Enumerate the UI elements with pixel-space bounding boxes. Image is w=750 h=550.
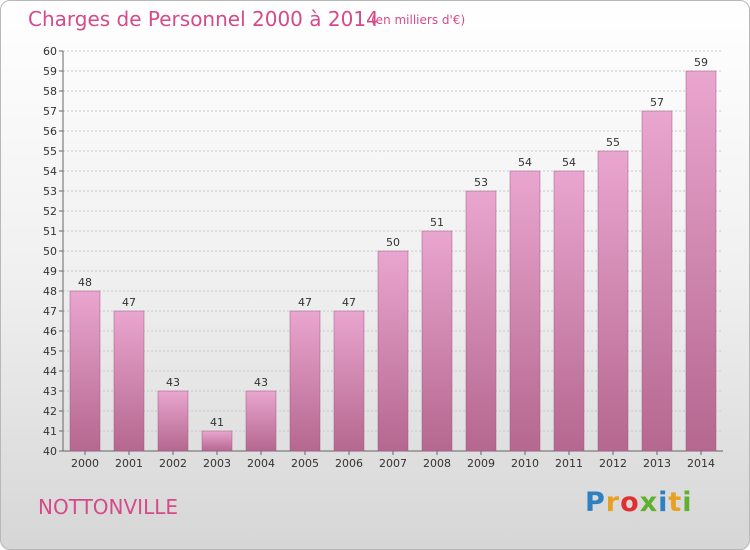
- proxiti-logo: Proxiti: [585, 487, 693, 518]
- y-tick-label: 46: [43, 325, 57, 338]
- y-tick-label: 47: [43, 305, 57, 318]
- x-tick-label: 2002: [159, 457, 187, 470]
- bar-2003: [201, 430, 233, 452]
- chart-title: Charges de Personnel 2000 à 2014: [28, 7, 379, 31]
- y-tick-label: 41: [43, 425, 57, 438]
- logo-letter: t: [668, 487, 683, 518]
- data-label: 53: [474, 176, 488, 189]
- data-label: 48: [78, 276, 92, 289]
- data-label: 55: [606, 136, 620, 149]
- x-tick-label: 2012: [599, 457, 627, 470]
- x-tick-label: 2007: [379, 457, 407, 470]
- data-label: 41: [210, 416, 224, 429]
- logo-letter: i: [658, 487, 669, 518]
- data-label: 47: [122, 296, 136, 309]
- bar-2011: [553, 170, 585, 452]
- x-tick-label: 2009: [467, 457, 495, 470]
- data-label: 43: [254, 376, 268, 389]
- y-tick-label: 45: [43, 345, 57, 358]
- y-tick-label: 40: [43, 445, 57, 458]
- y-tick-label: 42: [43, 405, 57, 418]
- logo-letter: i: [682, 487, 693, 518]
- y-tick-label: 49: [43, 265, 57, 278]
- commune-name: NOTTONVILLE: [38, 495, 178, 519]
- bar-2002: [157, 390, 189, 452]
- y-tick-label: 53: [43, 185, 57, 198]
- x-tick-label: 2005: [291, 457, 319, 470]
- bar-2012: [597, 150, 629, 452]
- data-label: 43: [166, 376, 180, 389]
- bar-2001: [113, 310, 145, 452]
- x-tick-label: 2010: [511, 457, 539, 470]
- y-tick-label: 55: [43, 145, 57, 158]
- y-tick-label: 52: [43, 205, 57, 218]
- bar-2010: [509, 170, 541, 452]
- data-label: 51: [430, 216, 444, 229]
- y-tick-label: 60: [43, 45, 57, 58]
- bar-2007: [377, 250, 409, 452]
- bar-2013: [641, 110, 673, 452]
- data-label: 54: [518, 156, 532, 169]
- data-label: 50: [386, 236, 400, 249]
- y-tick-labels: 40 41 42 43 44 45 46 47 48 49 50 51 52 53 54 55 56 57 58 59…: [43, 45, 57, 458]
- x-tick-label: 2014: [687, 457, 715, 470]
- bar-2006: [333, 310, 365, 452]
- y-tick-label: 54: [43, 165, 57, 178]
- logo-letter: r: [605, 487, 621, 518]
- bar-2004: [245, 390, 277, 452]
- data-label: 54: [562, 156, 576, 169]
- bar-2000: [69, 290, 101, 452]
- x-tick-label: 2006: [335, 457, 363, 470]
- y-tick-label: 51: [43, 225, 57, 238]
- x-tick-label: 2011: [555, 457, 583, 470]
- y-tick-label: 48: [43, 285, 57, 298]
- x-tick-label: 2001: [115, 457, 143, 470]
- logo-letter: x: [639, 487, 659, 518]
- bar-2014: [685, 70, 717, 452]
- x-tick-label: 2008: [423, 457, 451, 470]
- bar-2005: [289, 310, 321, 452]
- logo-letter: o: [620, 487, 640, 518]
- x-tick-label: 2013: [643, 457, 671, 470]
- data-label: 57: [650, 96, 664, 109]
- y-tick-label: 56: [43, 125, 57, 138]
- data-label: 47: [342, 296, 356, 309]
- bar-2009: [465, 190, 497, 452]
- data-label: 47: [298, 296, 312, 309]
- y-tick-label: 57: [43, 105, 57, 118]
- y-tick-label: 43: [43, 385, 57, 398]
- y-tick-label: 58: [43, 85, 57, 98]
- y-tick-label: 50: [43, 245, 57, 258]
- x-tick-label: 2000: [71, 457, 99, 470]
- x-tick-label: 2004: [247, 457, 275, 470]
- chart-subtitle: (en milliers d'€): [371, 13, 466, 27]
- y-tick-label: 44: [43, 365, 57, 378]
- data-labels: 48 47 43 41 43 47 47 50 51 53 54 54 55 57 59: [78, 56, 708, 429]
- bars: [69, 70, 717, 452]
- y-tick-label: 59: [43, 65, 57, 78]
- logo-letter: P: [585, 487, 606, 518]
- bar-2008: [421, 230, 453, 452]
- x-tick-labels: 2000 2001 2002 2003 2004 2005 2006 2007 2008 2009…: [71, 451, 715, 470]
- x-tick-label: 2003: [203, 457, 231, 470]
- data-label: 59: [694, 56, 708, 69]
